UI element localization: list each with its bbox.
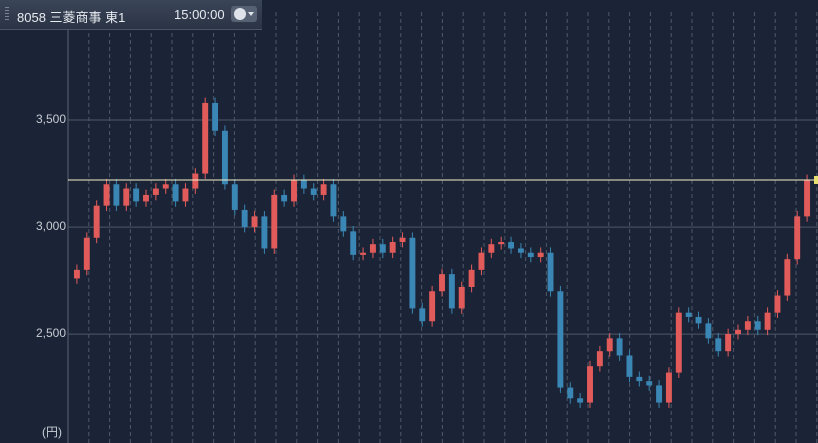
candle-body: [399, 237, 406, 243]
candle-body: [330, 184, 337, 217]
candle-body: [725, 334, 732, 352]
candle-body: [133, 188, 140, 202]
y-tick-label: 3,500: [36, 112, 66, 126]
candle-body: [508, 242, 515, 249]
info-button[interactable]: [231, 6, 257, 22]
candle-body: [281, 194, 288, 202]
symbol: 8058 三菱商事 東1: [17, 10, 126, 25]
candle-body: [488, 244, 495, 253]
header-bar: 8058 三菱商事 東1 15:00:00: [0, 0, 262, 30]
candle-body: [360, 252, 367, 255]
candle-body: [804, 179, 811, 217]
unit-label: (円): [42, 425, 62, 439]
candle-body: [340, 216, 347, 232]
candle-body: [744, 321, 751, 330]
candle-body: [103, 184, 110, 206]
candle-body: [439, 274, 445, 292]
candle-body: [113, 184, 120, 206]
candle-body: [320, 184, 327, 195]
candle-body: [192, 173, 199, 189]
candle-body: [221, 130, 228, 185]
candle-body: [271, 194, 278, 249]
candle-body: [646, 381, 653, 386]
candle-body: [241, 209, 248, 228]
candle-body: [656, 385, 663, 403]
candle-body: [231, 184, 238, 210]
candle-body: [685, 312, 692, 317]
candle-body: [695, 316, 702, 324]
candle-body: [557, 291, 564, 388]
candle-body: [537, 252, 544, 258]
candle-body: [754, 321, 761, 330]
candle-body: [300, 179, 307, 189]
candle-body: [616, 338, 623, 356]
candle-body: [478, 252, 485, 270]
candle-body: [498, 242, 505, 245]
candle-body: [73, 269, 80, 279]
candle-body: [567, 387, 574, 399]
candle-body: [626, 355, 633, 377]
candle-body: [774, 295, 781, 313]
candle-body: [291, 179, 297, 202]
y-tick-label: 3,000: [36, 219, 66, 233]
candle-body: [794, 216, 801, 260]
price-marker: [814, 175, 818, 184]
drag-handle[interactable]: [5, 7, 9, 22]
candle-body: [429, 291, 436, 322]
candle-body: [389, 242, 396, 253]
candle-body: [715, 338, 722, 352]
candle-body: [202, 102, 209, 174]
candle-body: [419, 308, 426, 322]
candle-body: [83, 237, 90, 270]
y-tick-label: 2,500: [36, 326, 66, 340]
candle-body: [735, 329, 741, 335]
candle-body: [350, 231, 357, 255]
candle-body: [527, 252, 534, 258]
time: 15:00:00: [174, 7, 225, 22]
candle-body: [547, 252, 554, 292]
candle-body: [764, 312, 771, 330]
candle-body: [152, 188, 159, 195]
candle-body: [587, 366, 593, 403]
candle-body: [636, 376, 643, 382]
candle-body: [448, 274, 455, 309]
candle-body: [212, 102, 219, 131]
candle-body: [784, 259, 791, 296]
candle-body: [251, 216, 258, 228]
candle-body: [162, 184, 169, 189]
candle-body: [172, 184, 179, 202]
plot-area: [68, 0, 818, 443]
candle-body: [675, 312, 682, 373]
candle-body: [409, 237, 416, 309]
candle-body: [517, 248, 524, 253]
candle-body: [379, 244, 386, 253]
candle-body: [143, 194, 149, 202]
candle-body: [182, 188, 189, 202]
candle-body: [123, 188, 130, 206]
candle-body: [665, 372, 672, 403]
candle-body: [310, 188, 317, 195]
candle-body: [596, 351, 603, 367]
candle-body: [705, 323, 712, 339]
candle-body: [458, 286, 465, 309]
candle-body: [369, 244, 376, 253]
candle-body: [93, 205, 100, 238]
candle-body: [606, 338, 613, 352]
candle-body: [577, 398, 584, 403]
candle-body: [468, 269, 475, 287]
candle-body: [261, 216, 268, 249]
